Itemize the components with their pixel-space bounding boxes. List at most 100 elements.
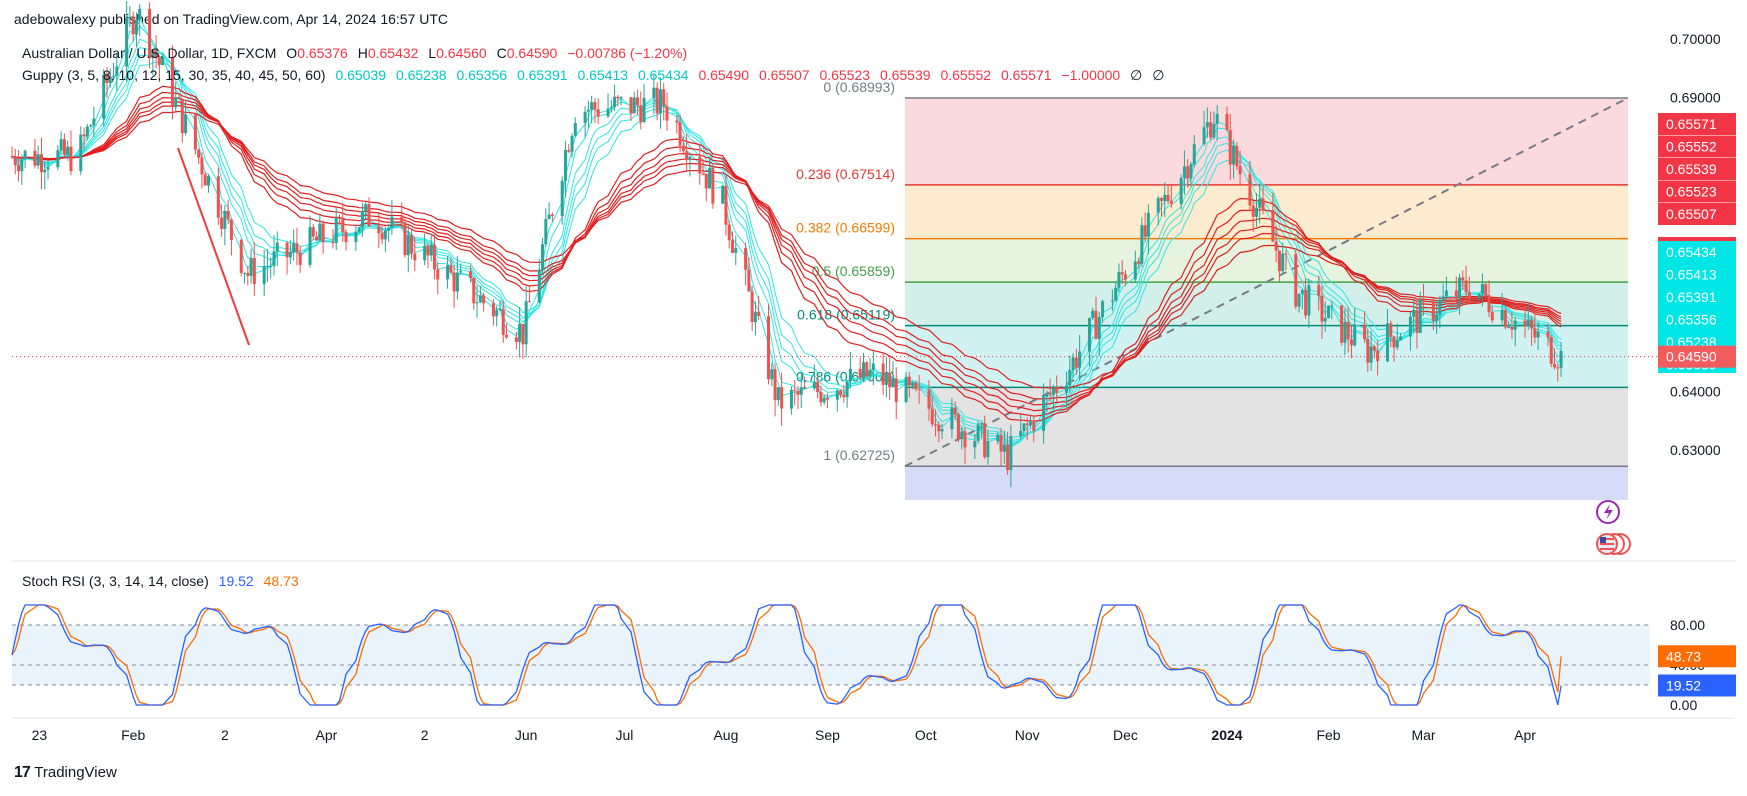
candle[interactable]: [1510, 326, 1514, 330]
candle[interactable]: [773, 369, 777, 401]
candle[interactable]: [46, 167, 50, 170]
candle[interactable]: [613, 96, 617, 108]
candle[interactable]: [514, 337, 518, 342]
candle[interactable]: [1304, 289, 1308, 316]
candle[interactable]: [1225, 113, 1229, 131]
stoch-k-line[interactable]: [11, 604, 1562, 706]
guppy-ema-ribbons[interactable]: [11, 16, 1562, 460]
candle[interactable]: [406, 235, 410, 256]
candle[interactable]: [482, 295, 486, 304]
candle[interactable]: [1110, 300, 1114, 302]
candle[interactable]: [665, 106, 669, 121]
candle[interactable]: [360, 211, 364, 228]
candle[interactable]: [1353, 324, 1357, 346]
candle[interactable]: [1327, 305, 1331, 319]
candle[interactable]: [573, 122, 577, 136]
candle[interactable]: [1300, 289, 1304, 294]
candle[interactable]: [491, 303, 495, 317]
candle[interactable]: [976, 424, 980, 441]
candle[interactable]: [973, 440, 977, 448]
candle[interactable]: [344, 231, 348, 243]
candle[interactable]: [1297, 293, 1301, 307]
candle[interactable]: [1258, 198, 1262, 208]
candle[interactable]: [20, 159, 24, 172]
candle[interactable]: [521, 323, 525, 345]
candle[interactable]: [105, 74, 109, 84]
candle[interactable]: [1363, 324, 1367, 339]
candle[interactable]: [334, 217, 338, 244]
candle[interactable]: [288, 251, 292, 258]
candle[interactable]: [1464, 280, 1468, 293]
candle[interactable]: [704, 173, 708, 189]
candle[interactable]: [285, 242, 289, 258]
candle[interactable]: [66, 146, 70, 155]
candle[interactable]: [1372, 346, 1376, 351]
candle[interactable]: [911, 382, 915, 386]
candle[interactable]: [459, 271, 463, 273]
candle[interactable]: [1143, 225, 1147, 237]
fast-ema-line[interactable]: [11, 38, 1562, 448]
candle[interactable]: [1490, 312, 1494, 321]
candle[interactable]: [835, 390, 839, 400]
candle[interactable]: [315, 236, 319, 241]
candle[interactable]: [1487, 295, 1491, 313]
candle[interactable]: [341, 218, 345, 232]
candle[interactable]: [1307, 285, 1311, 316]
candle[interactable]: [927, 389, 931, 409]
candle[interactable]: [321, 223, 325, 243]
candle[interactable]: [1343, 321, 1347, 343]
candle[interactable]: [400, 216, 404, 223]
candle[interactable]: [1435, 314, 1439, 322]
candle[interactable]: [1065, 385, 1069, 393]
candle[interactable]: [799, 387, 803, 395]
candle[interactable]: [265, 266, 269, 268]
candle[interactable]: [636, 97, 640, 106]
candle[interactable]: [1395, 340, 1399, 348]
candle[interactable]: [1048, 392, 1052, 395]
candle[interactable]: [1271, 210, 1275, 242]
candle[interactable]: [1349, 339, 1353, 346]
candle[interactable]: [367, 204, 371, 227]
candle[interactable]: [226, 210, 230, 220]
candle[interactable]: [1503, 310, 1507, 328]
candle[interactable]: [154, 50, 158, 58]
candle[interactable]: [839, 390, 843, 396]
candle[interactable]: [1412, 310, 1416, 317]
candle[interactable]: [193, 114, 197, 150]
candle[interactable]: [1019, 430, 1023, 437]
candle[interactable]: [609, 107, 613, 109]
candle[interactable]: [940, 429, 944, 432]
candle[interactable]: [937, 424, 941, 432]
candle[interactable]: [986, 441, 990, 458]
candle[interactable]: [151, 50, 155, 58]
candle[interactable]: [983, 423, 987, 458]
candle[interactable]: [930, 408, 934, 425]
candle[interactable]: [907, 376, 911, 386]
candle[interactable]: [1254, 207, 1258, 217]
candle[interactable]: [681, 145, 685, 152]
candle[interactable]: [979, 423, 983, 425]
candle[interactable]: [583, 111, 587, 123]
candle[interactable]: [1480, 284, 1484, 294]
candle[interactable]: [92, 118, 96, 126]
candle[interactable]: [262, 266, 266, 285]
candle[interactable]: [812, 381, 816, 389]
candle[interactable]: [1094, 310, 1098, 339]
candle[interactable]: [1477, 293, 1481, 299]
candle[interactable]: [871, 363, 875, 370]
candle[interactable]: [1025, 423, 1029, 425]
candle[interactable]: [432, 244, 436, 270]
candle[interactable]: [1507, 326, 1511, 328]
candle[interactable]: [780, 387, 784, 409]
slow-ema-line[interactable]: [11, 96, 1562, 412]
candle[interactable]: [390, 216, 394, 229]
candle[interactable]: [590, 102, 594, 110]
candle[interactable]: [1444, 290, 1448, 297]
candle[interactable]: [1281, 253, 1285, 272]
candle[interactable]: [1009, 436, 1013, 471]
candle[interactable]: [1156, 198, 1160, 213]
candle[interactable]: [914, 382, 918, 390]
fast-ema-line[interactable]: [11, 16, 1562, 460]
